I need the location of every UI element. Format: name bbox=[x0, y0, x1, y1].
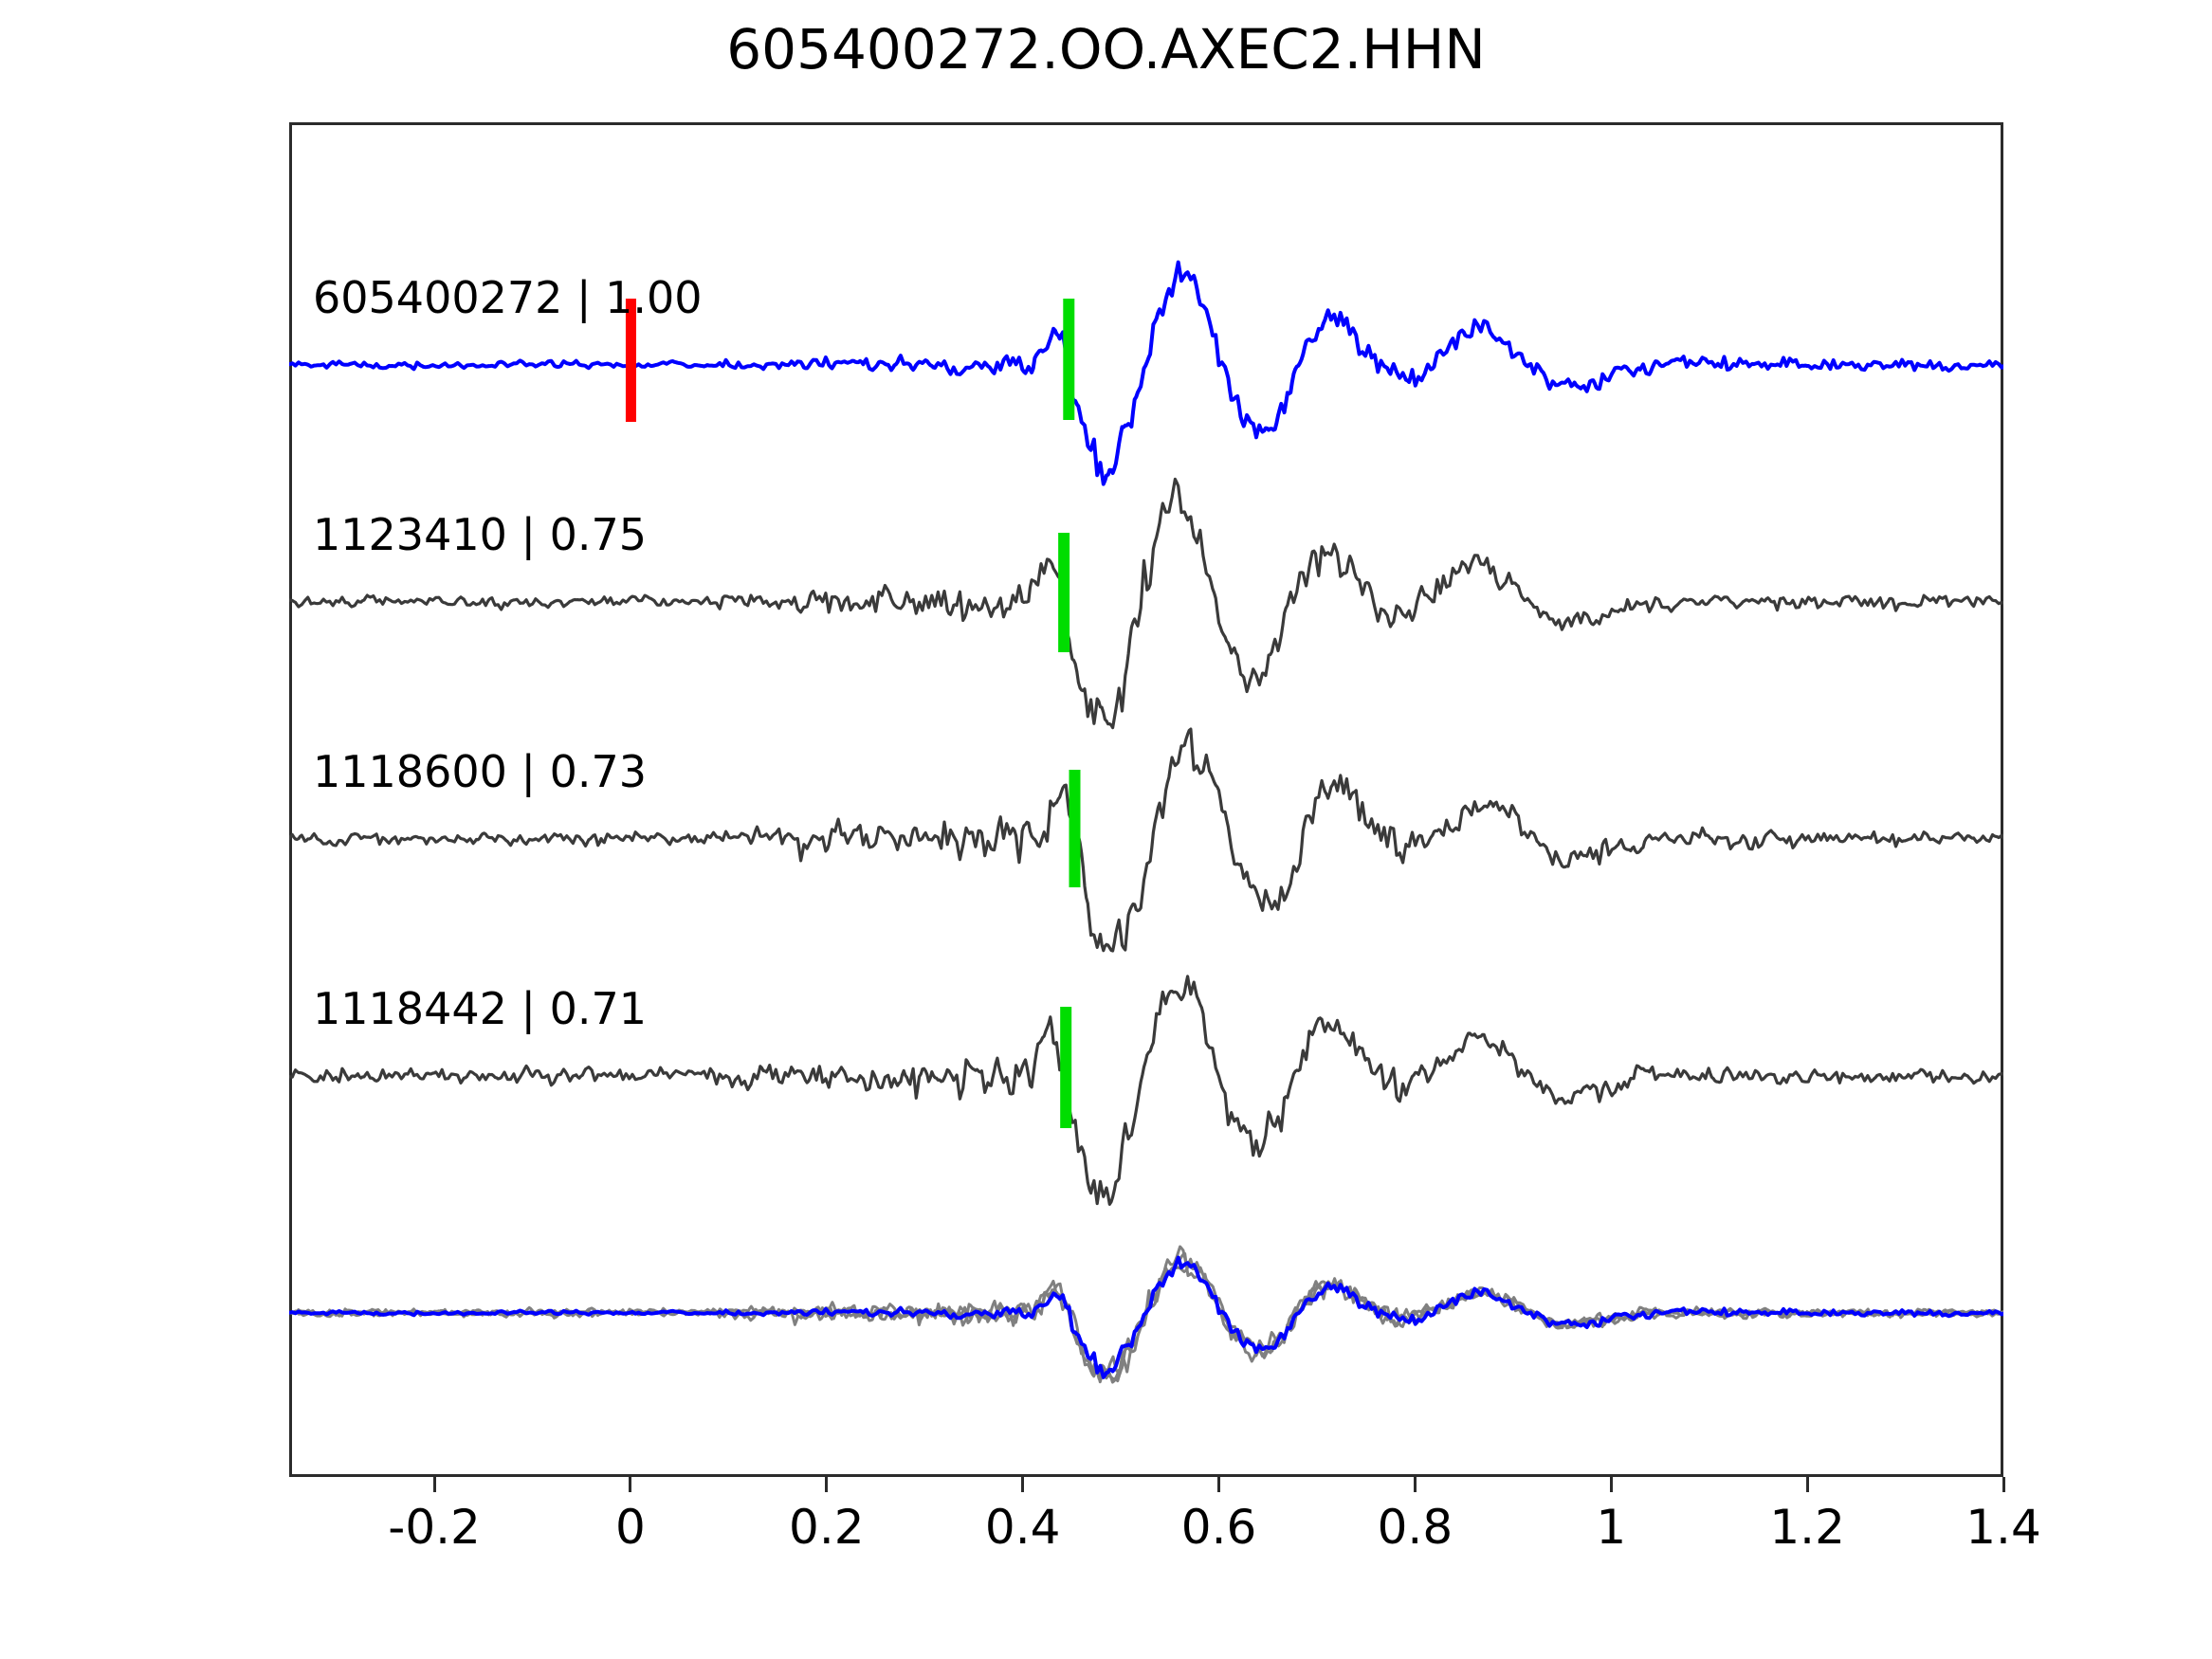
trace-label-1118442: 1118442 | 0.71 bbox=[313, 983, 648, 1034]
x-tick-label: 1.4 bbox=[1965, 1500, 2041, 1555]
x-tick-label: 1 bbox=[1596, 1500, 1627, 1555]
waveform-1118442 bbox=[289, 976, 2003, 1205]
x-tick-mark bbox=[432, 1477, 436, 1492]
x-tick-mark bbox=[1217, 1477, 1221, 1492]
trace-label-1123410: 1123410 | 0.75 bbox=[313, 509, 648, 560]
waveform-plot bbox=[289, 122, 2003, 1477]
x-tick-mark bbox=[1805, 1477, 1809, 1492]
stack-gray-trace-3 bbox=[292, 1259, 2003, 1382]
plot-frame bbox=[289, 122, 2003, 1477]
phase-pick-marker-1118442 bbox=[1060, 1007, 1072, 1128]
trace-label-1118600: 1118600 | 0.73 bbox=[313, 746, 648, 797]
x-tick-mark bbox=[1021, 1477, 1025, 1492]
x-tick-label: -0.2 bbox=[388, 1500, 481, 1555]
trace-label-605400272: 605400272 | 1.00 bbox=[313, 272, 703, 323]
x-tick-label: 0.4 bbox=[984, 1500, 1061, 1555]
origin-pick-marker bbox=[625, 299, 636, 422]
x-tick-mark bbox=[629, 1477, 632, 1492]
x-tick-mark bbox=[2002, 1477, 2005, 1492]
waveform-605400272 bbox=[289, 263, 2003, 484]
page-title: 605400272.OO.AXEC2.HHN bbox=[726, 17, 1486, 82]
waveform-1123410 bbox=[289, 479, 2003, 727]
x-tick-label: 0.8 bbox=[1377, 1500, 1453, 1555]
phase-pick-marker-1123410 bbox=[1058, 533, 1070, 652]
waveform-1118600 bbox=[289, 729, 2003, 951]
x-tick-label: 0 bbox=[615, 1500, 646, 1555]
phase-pick-marker-605400272 bbox=[1063, 299, 1075, 420]
x-tick-label: 1.2 bbox=[1769, 1500, 1845, 1555]
x-tick-mark bbox=[825, 1477, 829, 1492]
x-tick-label: 0.2 bbox=[789, 1500, 865, 1555]
x-tick-mark bbox=[1413, 1477, 1417, 1492]
x-tick-mark bbox=[1609, 1477, 1613, 1492]
stack-template-trace bbox=[289, 1258, 2003, 1377]
x-tick-label: 0.6 bbox=[1180, 1500, 1257, 1555]
phase-pick-marker-1118600 bbox=[1069, 770, 1081, 887]
